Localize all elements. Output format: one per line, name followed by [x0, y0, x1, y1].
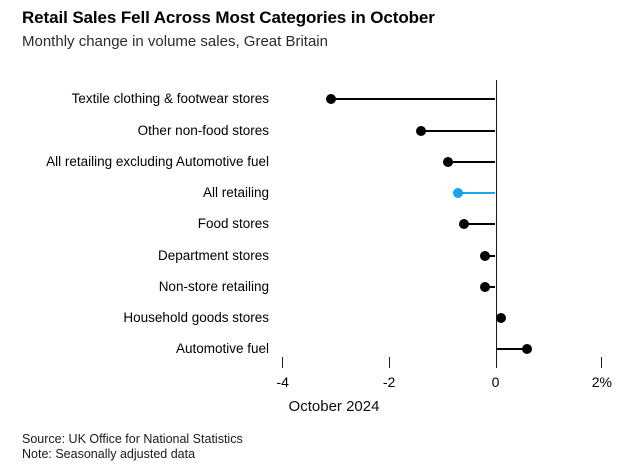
- category-label: Department stores: [157, 247, 269, 263]
- x-axis-tick-label: 2%: [591, 374, 612, 390]
- category-label: Textile clothing & footwear stores: [71, 91, 269, 107]
- category-label: Food stores: [197, 216, 269, 232]
- lollipop-stem: [484, 254, 496, 257]
- category-label: All retailing excluding Automotive fuel: [46, 153, 269, 169]
- category-label: Other non-food stores: [137, 122, 269, 138]
- x-axis-tick: [601, 357, 603, 368]
- lollipop-stem: [421, 129, 496, 132]
- data-point-dot: [453, 188, 464, 199]
- chart-title: Retail Sales Fell Across Most Categories…: [22, 8, 435, 27]
- x-axis-title: October 2024: [288, 398, 380, 415]
- x-axis-tick: [388, 357, 390, 368]
- data-point-dot: [416, 125, 427, 136]
- category-label: Automotive fuel: [175, 341, 269, 357]
- data-point-dot: [325, 94, 336, 105]
- data-point-dot: [495, 313, 506, 324]
- category-label: Non-store retailing: [158, 278, 269, 294]
- lollipop-stem: [458, 192, 496, 195]
- chart-footer: Source: UK Office for National Statistic…: [22, 432, 243, 462]
- data-point-dot: [479, 250, 490, 261]
- x-axis-tick-label: 0: [491, 374, 500, 390]
- source-note: Source: UK Office for National Statistic…: [22, 432, 243, 446]
- chart-subtitle: Monthly change in volume sales, Great Br…: [22, 33, 328, 50]
- category-label: Household goods stores: [123, 310, 269, 326]
- lollipop-stem: [330, 98, 496, 101]
- x-axis-tick: [282, 357, 284, 368]
- lollipop-stem: [463, 223, 496, 226]
- lollipop-stem: [484, 285, 496, 288]
- lollipop-stem: [447, 160, 496, 163]
- category-label: All retailing: [202, 185, 269, 201]
- zero-baseline-axis: [496, 80, 497, 368]
- data-point-dot: [442, 156, 453, 167]
- lollipop-stem: [495, 348, 528, 351]
- methodology-note: Note: Seasonally adjusted data: [22, 447, 196, 461]
- data-point-dot: [522, 344, 533, 355]
- data-point-dot: [458, 219, 469, 230]
- x-axis-tick-label: -4: [276, 374, 289, 390]
- data-point-dot: [479, 281, 490, 292]
- x-axis-tick-label: -2: [382, 374, 396, 390]
